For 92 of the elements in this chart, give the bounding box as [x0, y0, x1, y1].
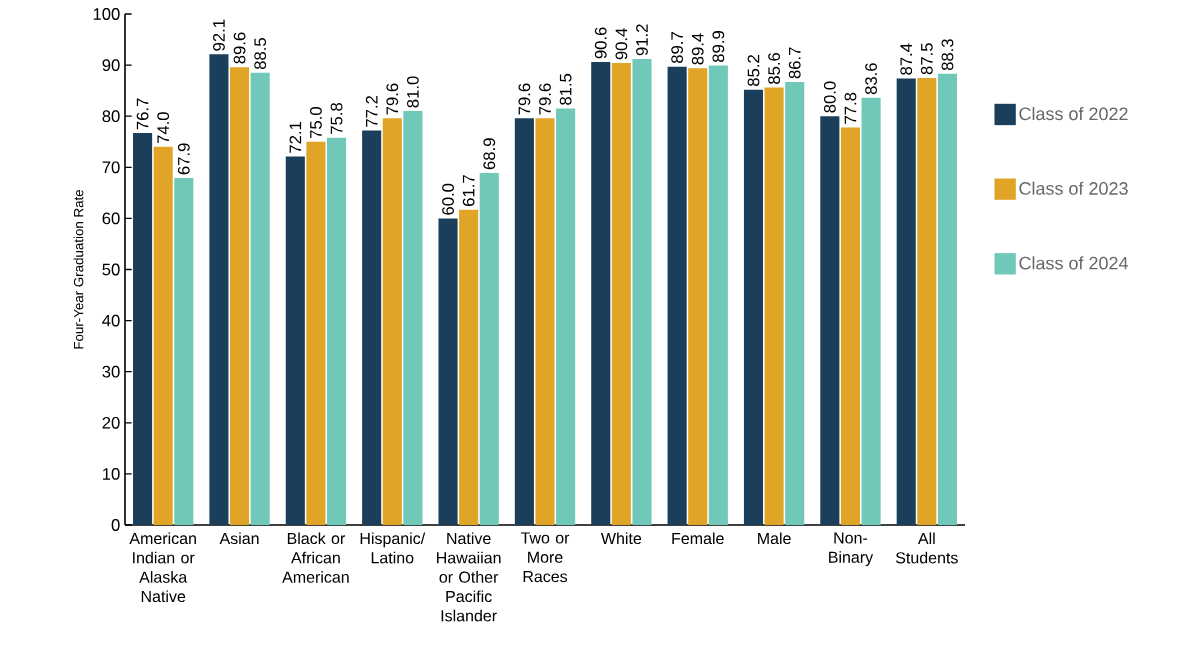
data-label: 92.1	[213, 19, 225, 51]
x-tick-label: Female	[672, 532, 724, 545]
x-tick-label: Native Hawaiian or Other Pacific Islander	[437, 532, 501, 622]
y-tick-label: 0	[111, 519, 120, 531]
x-tick-label: Black or African American	[282, 532, 349, 583]
bar	[174, 178, 194, 525]
bar	[306, 141, 326, 525]
data-label: 76.7	[136, 98, 149, 130]
bar	[688, 68, 708, 525]
bar	[250, 72, 270, 525]
data-label: 86.7	[788, 47, 801, 79]
data-label: 88.3	[941, 39, 954, 71]
x-tick-label: Male	[758, 532, 791, 545]
data-label: 75.0	[310, 107, 322, 138]
legend-label: Class of 2024	[1019, 256, 1128, 270]
data-label: 87.4	[900, 43, 913, 75]
data-label: 81.5	[559, 73, 572, 105]
y-tick-label: 20	[102, 416, 120, 429]
bar	[438, 218, 458, 525]
data-label: 77.2	[365, 95, 378, 127]
x-tick-label: Hispanic/ Latino	[360, 532, 426, 564]
bar	[133, 133, 153, 525]
legend-label: Class of 2023	[1019, 181, 1128, 195]
y-tick-label: 60	[102, 212, 120, 225]
data-label: 89.6	[233, 32, 246, 64]
data-label: 89.4	[691, 33, 704, 65]
y-tick-label: 10	[103, 468, 120, 480]
bar	[382, 118, 402, 525]
bar	[591, 62, 611, 525]
y-tick-label: 80	[102, 110, 120, 123]
bar	[403, 111, 423, 525]
data-label: 91.2	[636, 24, 648, 56]
data-label: 67.9	[177, 143, 190, 175]
x-tick-label: All Students	[895, 532, 958, 564]
data-label: 83.6	[865, 63, 877, 95]
bar	[459, 209, 479, 525]
data-label: 89.9	[712, 31, 725, 62]
data-label: 90.4	[615, 28, 628, 60]
data-label: 75.8	[330, 103, 343, 134]
y-axis-title: Four-Year Graduation Rate	[73, 189, 84, 349]
data-label: 89.7	[671, 32, 684, 63]
data-label: 79.6	[539, 83, 551, 115]
data-label: 85.2	[747, 55, 760, 86]
data-label: 60.0	[442, 183, 454, 215]
bar	[556, 108, 576, 525]
bar	[896, 78, 916, 525]
bar	[209, 54, 229, 525]
bar	[362, 130, 382, 525]
data-label: 81.0	[407, 76, 419, 108]
data-label: 90.6	[594, 27, 607, 59]
bar	[785, 81, 805, 525]
y-tick-label: 100	[93, 8, 120, 20]
x-tick-label: Two or More Races	[520, 532, 570, 583]
x-tick-label: American Indian or Alaska Native	[129, 532, 196, 603]
data-label: 72.1	[289, 122, 302, 153]
bar	[937, 73, 957, 525]
bar	[514, 118, 534, 525]
bar	[840, 127, 861, 525]
bar	[535, 118, 555, 525]
x-tick-label: Asian	[219, 532, 259, 545]
bar	[917, 77, 937, 525]
y-tick-label: 40	[102, 314, 120, 327]
data-label: 77.8	[844, 92, 857, 124]
data-label: 80.0	[823, 81, 836, 113]
bar	[611, 63, 631, 525]
x-tick-label: Non-Binary	[829, 532, 874, 567]
data-label: 74.0	[157, 112, 170, 144]
bar	[479, 172, 499, 525]
bar	[285, 156, 305, 525]
data-label: 85.6	[768, 52, 780, 84]
data-label: 79.6	[386, 83, 399, 115]
bar	[743, 89, 764, 525]
bar	[861, 97, 881, 525]
y-tick-label: 50	[102, 263, 120, 276]
data-label: 88.5	[254, 38, 267, 70]
bar	[708, 65, 728, 525]
data-label: 68.9	[483, 138, 496, 170]
bar	[764, 87, 784, 525]
data-label: 79.6	[518, 83, 531, 115]
y-tick-label: 30	[102, 365, 120, 378]
bar	[326, 137, 347, 525]
y-tick-label: 70	[102, 161, 120, 174]
bar	[632, 58, 652, 525]
bar	[153, 146, 173, 525]
bar	[230, 67, 250, 525]
y-tick-label: 90	[102, 59, 120, 72]
data-label: 61.7	[462, 175, 475, 206]
legend-label: Class of 2022	[1019, 106, 1128, 121]
data-label: 87.5	[920, 43, 933, 75]
bar	[820, 116, 840, 525]
x-tick-label: White	[600, 532, 642, 545]
bar	[667, 66, 687, 525]
